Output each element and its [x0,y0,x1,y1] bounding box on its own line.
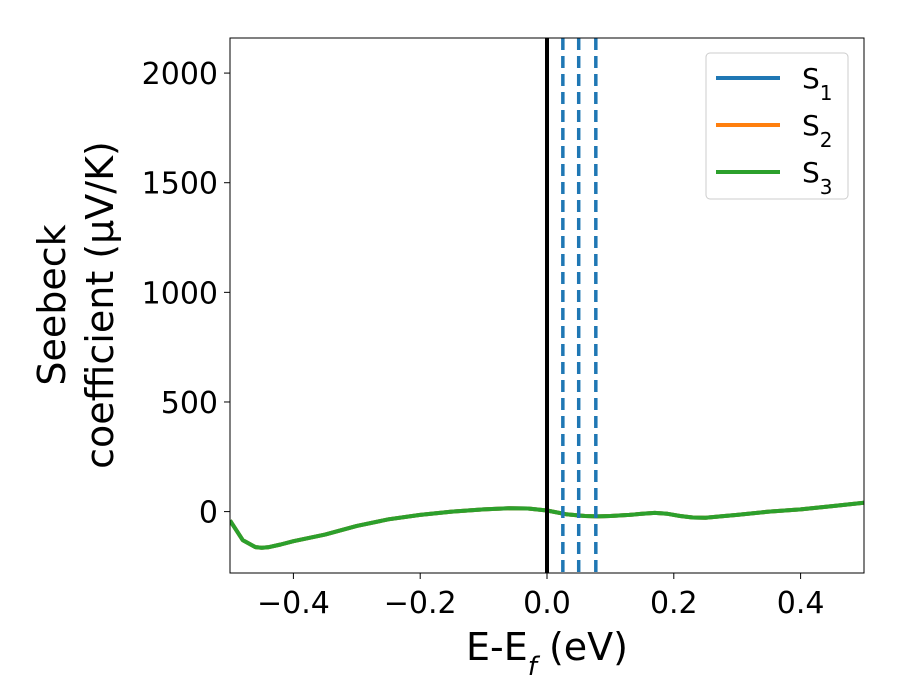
legend-label-s3: S3 [802,156,833,199]
x-tick-label: −0.2 [384,586,457,621]
y-tick-label: 1000 [142,276,218,311]
legend-label-s2: S2 [802,109,833,152]
x-tick-label: 0.4 [777,586,825,621]
y-axis-title-line2: coefficient (μV/K) [78,141,122,469]
x-tick-label: 0.0 [523,586,571,621]
y-tick-label: 500 [161,386,218,421]
y-tick-label: 1500 [142,167,218,202]
y-tick-label: 0 [199,496,218,531]
legend-label-s1: S1 [802,62,833,105]
x-axis-ticks: −0.4 −0.2 0.0 0.2 0.4 [257,573,824,621]
series-layer [230,500,864,550]
y-axis-title: Seebeck coefficient (μV/K) [30,141,122,469]
series-line-s3 [230,500,864,550]
x-tick-label: 0.2 [650,586,698,621]
y-tick-label: 2000 [142,57,218,92]
y-axis-title-line1: Seebeck [30,224,74,385]
vline-layer [545,38,598,573]
x-tick-label: −0.4 [257,586,330,621]
x-axis-title: E-Ef (eV) [466,625,628,682]
y-axis-ticks: 0 500 1000 1500 2000 [142,57,230,531]
